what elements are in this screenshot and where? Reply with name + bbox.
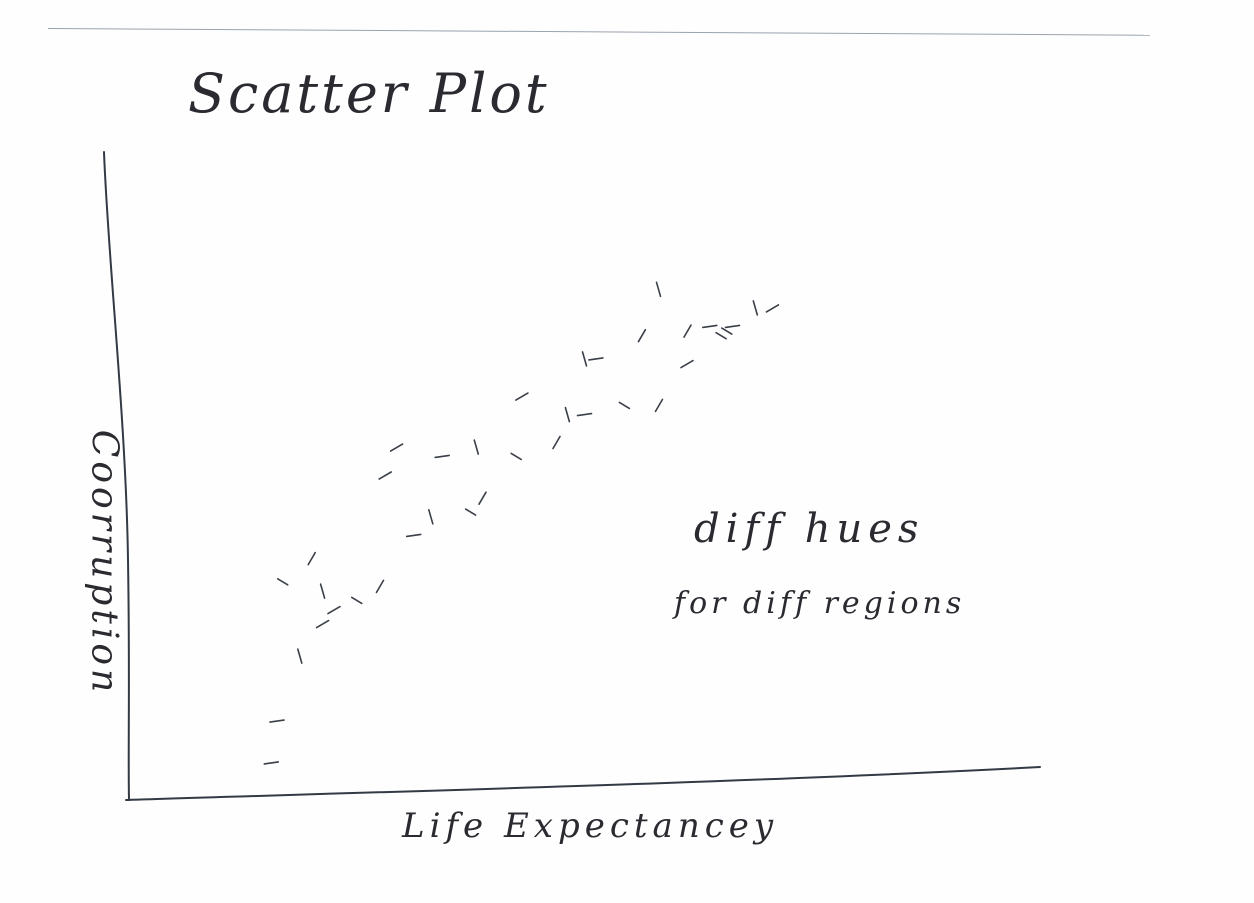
scatter-point [618,401,631,410]
scatter-point [765,304,780,313]
scatter-point [276,577,289,586]
scatter-point [389,443,404,452]
scatter-point [655,281,662,298]
scatter-point [263,761,280,765]
scatter-point [552,435,561,450]
scatter-point [327,605,341,615]
scatter-point [307,551,317,566]
y-axis-line [103,151,130,801]
scatter-point [701,324,718,329]
scatter-point [478,491,487,506]
scatter-point [319,583,326,599]
scatter-point [515,392,529,401]
scatter-point [588,357,604,361]
scatter-point [720,327,733,335]
scatter-point [510,452,523,461]
scatter-point [724,324,741,329]
annotation-hues: diff hues [694,506,925,552]
scatter-point [269,719,285,723]
scatter-point [434,454,451,459]
scatter-point [464,508,477,516]
chart-title: Scatter Plot [188,62,550,125]
scatter-point [375,579,385,594]
scatter-point [654,398,664,413]
x-axis-label: Life Expectancey [402,806,779,846]
scatter-points [263,281,780,765]
scatter-point [637,328,647,343]
scatter-point [315,619,330,629]
scatter-point [581,351,588,367]
annotation-regions: for diff regions [674,586,966,621]
scatter-point [296,648,303,664]
scatter-point [564,406,571,423]
scatter-point [680,359,694,369]
scatter-point [473,439,480,455]
scatter-point [715,331,727,340]
scatter-point [350,596,363,605]
scatter-point [752,300,759,316]
scatter-point [576,412,593,417]
scatter-point [427,508,434,525]
x-axis-line [125,766,1041,801]
scatter-point [405,533,422,538]
scatter-point [378,471,393,480]
scatter-point [683,324,692,338]
